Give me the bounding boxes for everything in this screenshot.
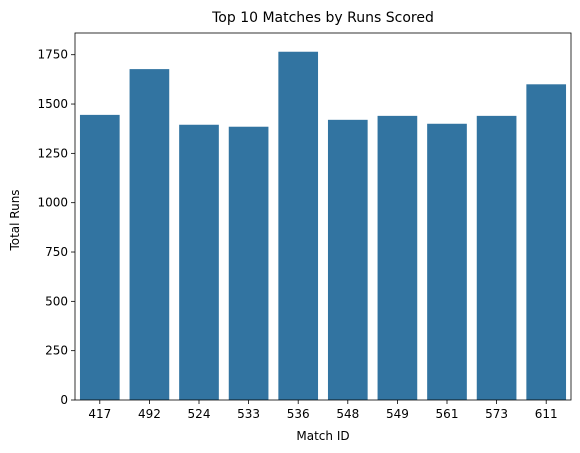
bar-548 (327, 119, 368, 400)
y-tick-label-1250: 1250 (37, 146, 68, 160)
bar-611 (526, 84, 567, 401)
y-tick-label-750: 750 (45, 245, 68, 259)
x-axis-label: Match ID (296, 429, 349, 443)
y-tick-label-250: 250 (45, 344, 68, 358)
bar-549 (377, 115, 418, 401)
x-axis: 417 492 524 533 536 548 549 561 573 611 (88, 400, 558, 421)
bar-536 (278, 51, 319, 401)
bar-573 (476, 115, 517, 401)
bar-524 (179, 124, 219, 400)
x-tick-label-417: 417 (88, 407, 111, 421)
bar-533 (228, 126, 269, 400)
x-tick-label-536: 536 (287, 407, 310, 421)
y-tick-label-1500: 1500 (37, 97, 68, 111)
x-tick-label-533: 533 (237, 407, 260, 421)
x-tick-label-524: 524 (188, 407, 211, 421)
x-tick-label-561: 561 (436, 407, 459, 421)
x-tick-label-611: 611 (535, 407, 558, 421)
y-tick-label-500: 500 (45, 294, 68, 308)
bars-group (79, 51, 567, 401)
y-axis: 0 250 500 750 1000 1250 1500 1750 (37, 48, 75, 407)
x-tick-label-549: 549 (386, 407, 409, 421)
x-tick-label-548: 548 (336, 407, 359, 421)
x-tick-label-492: 492 (138, 407, 161, 421)
y-tick-label-1750: 1750 (37, 48, 68, 62)
bar-417 (79, 114, 120, 400)
y-axis-label: Total Runs (8, 189, 22, 251)
bar-561 (427, 123, 467, 400)
y-tick-label-0: 0 (60, 393, 68, 407)
bar-492 (129, 69, 170, 401)
chart-title: Top 10 Matches by Runs Scored (211, 10, 434, 26)
x-tick-label-573: 573 (485, 407, 508, 421)
y-tick-label-1000: 1000 (37, 196, 68, 210)
plot-frame (74, 32, 572, 401)
